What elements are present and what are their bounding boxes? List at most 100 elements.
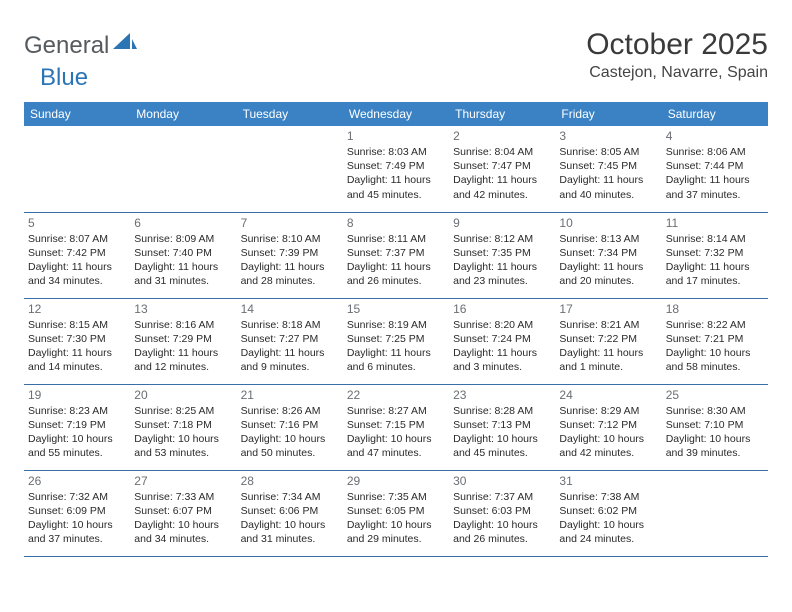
day-info: Sunrise: 8:18 AMSunset: 7:27 PMDaylight:… [241,318,339,375]
calendar-day-cell: 11 Sunrise: 8:14 AMSunset: 7:32 PMDayligh… [662,212,768,298]
day-info: Sunrise: 8:28 AMSunset: 7:13 PMDaylight:… [453,404,551,461]
day-number: 25 [666,388,764,402]
day-number: 16 [453,302,551,316]
calendar-day-cell: 28 Sunrise: 7:34 AMSunset: 6:06 PMDayligh… [237,470,343,556]
day-info: Sunrise: 8:15 AMSunset: 7:30 PMDaylight:… [28,318,126,375]
day-number: 22 [347,388,445,402]
calendar-empty-cell [662,470,768,556]
calendar-week-row: 5Sunrise: 8:07 AMSunset: 7:42 PMDaylight… [24,212,768,298]
calendar-day-cell: 6 Sunrise: 8:09 AMSunset: 7:40 PMDaylight… [130,212,236,298]
day-number: 14 [241,302,339,316]
day-header: Friday [555,102,661,126]
day-header: Monday [130,102,236,126]
day-info: Sunrise: 8:23 AMSunset: 7:19 PMDaylight:… [28,404,126,461]
day-number: 6 [134,216,232,230]
month-title: October 2025 [586,28,768,62]
day-info: Sunrise: 8:30 AMSunset: 7:10 PMDaylight:… [666,404,764,461]
calendar-empty-cell [237,126,343,212]
day-header: Tuesday [237,102,343,126]
calendar-day-cell: 3 Sunrise: 8:05 AMSunset: 7:45 PMDaylight… [555,126,661,212]
day-info: Sunrise: 8:21 AMSunset: 7:22 PMDaylight:… [559,318,657,375]
calendar-day-cell: 2 Sunrise: 8:04 AMSunset: 7:47 PMDaylight… [449,126,555,212]
title-block: October 2025 Castejon, Navarre, Spain [586,28,768,82]
calendar-day-cell: 26 Sunrise: 7:32 AMSunset: 6:09 PMDayligh… [24,470,130,556]
day-info: Sunrise: 8:05 AMSunset: 7:45 PMDaylight:… [559,145,657,202]
location-text: Castejon, Navarre, Spain [586,64,768,82]
day-number: 8 [347,216,445,230]
calendar-day-cell: 18 Sunrise: 8:22 AMSunset: 7:21 PMDayligh… [662,298,768,384]
calendar-day-cell: 9 Sunrise: 8:12 AMSunset: 7:35 PMDaylight… [449,212,555,298]
day-number: 4 [666,129,764,143]
day-info: Sunrise: 8:07 AMSunset: 7:42 PMDaylight:… [28,232,126,289]
day-number: 27 [134,474,232,488]
calendar-empty-cell [130,126,236,212]
day-number: 23 [453,388,551,402]
day-info: Sunrise: 7:33 AMSunset: 6:07 PMDaylight:… [134,490,232,547]
calendar-day-cell: 17 Sunrise: 8:21 AMSunset: 7:22 PMDayligh… [555,298,661,384]
calendar-day-cell: 14 Sunrise: 8:18 AMSunset: 7:27 PMDayligh… [237,298,343,384]
day-info: Sunrise: 7:32 AMSunset: 6:09 PMDaylight:… [28,490,126,547]
calendar-header-row: SundayMondayTuesdayWednesdayThursdayFrid… [24,102,768,126]
day-info: Sunrise: 8:26 AMSunset: 7:16 PMDaylight:… [241,404,339,461]
day-info: Sunrise: 8:10 AMSunset: 7:39 PMDaylight:… [241,232,339,289]
day-number: 18 [666,302,764,316]
day-number: 24 [559,388,657,402]
calendar-empty-cell [24,126,130,212]
calendar-day-cell: 24 Sunrise: 8:29 AMSunset: 7:12 PMDayligh… [555,384,661,470]
calendar-day-cell: 10Sunrise: 8:13 AMSunset: 7:34 PMDayligh… [555,212,661,298]
calendar-day-cell: 13Sunrise: 8:16 AMSunset: 7:29 PMDayligh… [130,298,236,384]
calendar-day-cell: 4Sunrise: 8:06 AMSunset: 7:44 PMDaylight… [662,126,768,212]
day-number: 17 [559,302,657,316]
calendar-day-cell: 5Sunrise: 8:07 AMSunset: 7:42 PMDaylight… [24,212,130,298]
calendar-day-cell: 19 Sunrise: 8:23 AMSunset: 7:19 PMDayligh… [24,384,130,470]
day-number: 26 [28,474,126,488]
day-header: Sunday [24,102,130,126]
calendar-day-cell: 29 Sunrise: 7:35 AMSunset: 6:05 PMDayligh… [343,470,449,556]
brand-text-part2: Blue [40,64,88,92]
day-number: 28 [241,474,339,488]
brand-text-part1: General [24,32,109,60]
day-info: Sunrise: 8:25 AMSunset: 7:18 PMDaylight:… [134,404,232,461]
day-info: Sunrise: 8:12 AMSunset: 7:35 PMDaylight:… [453,232,551,289]
calendar-day-cell: 30 Sunrise: 7:37 AMSunset: 6:03 PMDayligh… [449,470,555,556]
day-number: 29 [347,474,445,488]
day-number: 2 [453,129,551,143]
day-header: Thursday [449,102,555,126]
day-info: Sunrise: 7:34 AMSunset: 6:06 PMDaylight:… [241,490,339,547]
day-info: Sunrise: 8:09 AMSunset: 7:40 PMDaylight:… [134,232,232,289]
calendar-page: General October 2025 Castejon, Navarre, … [0,0,792,573]
day-header: Wednesday [343,102,449,126]
day-info: Sunrise: 8:14 AMSunset: 7:32 PMDaylight:… [666,232,764,289]
day-info: Sunrise: 8:13 AMSunset: 7:34 PMDaylight:… [559,232,657,289]
day-info: Sunrise: 8:04 AMSunset: 7:47 PMDaylight:… [453,145,551,202]
calendar-table: SundayMondayTuesdayWednesdayThursdayFrid… [24,102,768,557]
calendar-day-cell: 22 Sunrise: 8:27 AMSunset: 7:15 PMDayligh… [343,384,449,470]
calendar-week-row: 1Sunrise: 8:03 AMSunset: 7:49 PMDaylight… [24,126,768,212]
day-number: 19 [28,388,126,402]
day-info: Sunrise: 8:19 AMSunset: 7:25 PMDaylight:… [347,318,445,375]
day-number: 30 [453,474,551,488]
day-info: Sunrise: 7:37 AMSunset: 6:03 PMDaylight:… [453,490,551,547]
calendar-week-row: 19 Sunrise: 8:23 AMSunset: 7:19 PMDayligh… [24,384,768,470]
calendar-day-cell: 27 Sunrise: 7:33 AMSunset: 6:07 PMDayligh… [130,470,236,556]
day-number: 11 [666,216,764,230]
day-info: Sunrise: 7:38 AMSunset: 6:02 PMDaylight:… [559,490,657,547]
day-number: 12 [28,302,126,316]
day-info: Sunrise: 8:11 AMSunset: 7:37 PMDaylight:… [347,232,445,289]
brand-logo: General [24,28,139,60]
day-number: 9 [453,216,551,230]
calendar-body: 1Sunrise: 8:03 AMSunset: 7:49 PMDaylight… [24,126,768,556]
day-info: Sunrise: 7:35 AMSunset: 6:05 PMDaylight:… [347,490,445,547]
calendar-day-cell: 20 Sunrise: 8:25 AMSunset: 7:18 PMDayligh… [130,384,236,470]
day-number: 1 [347,129,445,143]
day-info: Sunrise: 8:22 AMSunset: 7:21 PMDaylight:… [666,318,764,375]
day-info: Sunrise: 8:20 AMSunset: 7:24 PMDaylight:… [453,318,551,375]
calendar-day-cell: 21Sunrise: 8:26 AMSunset: 7:16 PMDayligh… [237,384,343,470]
day-info: Sunrise: 8:16 AMSunset: 7:29 PMDaylight:… [134,318,232,375]
calendar-day-cell: 16 Sunrise: 8:20 AMSunset: 7:24 PMDayligh… [449,298,555,384]
day-info: Sunrise: 8:29 AMSunset: 7:12 PMDaylight:… [559,404,657,461]
day-number: 3 [559,129,657,143]
calendar-week-row: 26 Sunrise: 7:32 AMSunset: 6:09 PMDayligh… [24,470,768,556]
day-info: Sunrise: 8:27 AMSunset: 7:15 PMDaylight:… [347,404,445,461]
day-number: 20 [134,388,232,402]
